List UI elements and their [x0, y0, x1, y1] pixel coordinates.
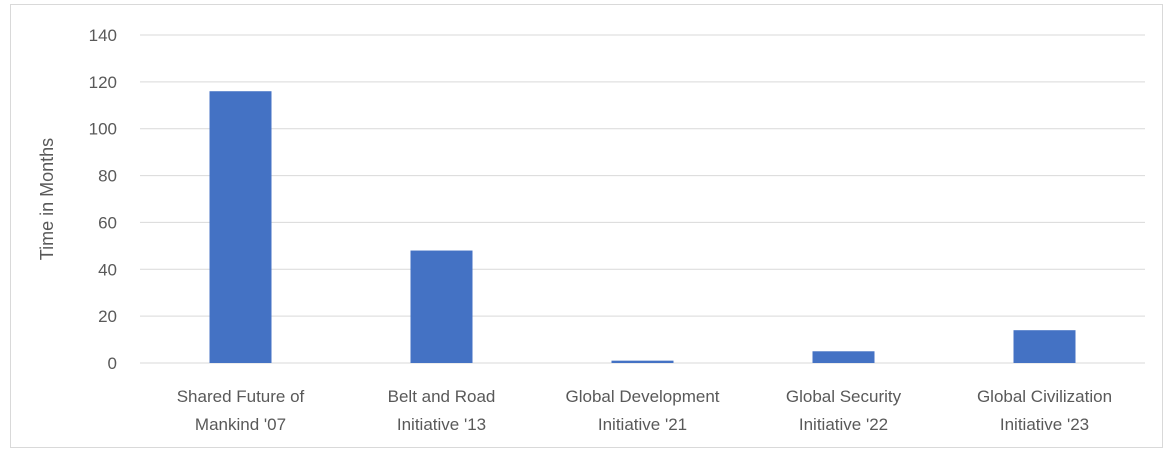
y-tick-label: 100 — [89, 120, 117, 139]
y-tick-label: 80 — [98, 167, 117, 186]
bar — [209, 91, 272, 363]
y-tick-label: 40 — [98, 260, 117, 279]
y-tick-label: 0 — [108, 354, 117, 373]
x-category-label: Shared Future of Mankind '07 — [177, 387, 305, 434]
x-category-label: Belt and Road Initiative '13 — [388, 387, 496, 434]
bars — [209, 91, 1076, 363]
y-axis-title: Time in Months — [37, 138, 57, 260]
y-axis-ticks: 0 20 40 60 80 100 120 140 — [89, 26, 117, 373]
x-axis-categories: Shared Future of Mankind '07 Belt and Road… — [177, 387, 1112, 434]
bar — [611, 360, 674, 363]
x-category-label: Global Development Initiative '21 — [565, 387, 719, 434]
bar — [410, 250, 473, 363]
bar — [812, 351, 875, 363]
chart-area — [10, 4, 1163, 448]
x-category-label: Global Civilization Initiative '23 — [977, 387, 1112, 434]
bar — [1013, 330, 1076, 363]
y-tick-label: 20 — [98, 307, 117, 326]
y-tick-label: 120 — [89, 73, 117, 92]
gridlines — [140, 34, 1145, 364]
y-tick-label: 140 — [89, 26, 117, 45]
x-category-label: Global Security Initiative '22 — [786, 387, 902, 434]
y-tick-label: 60 — [98, 213, 117, 232]
